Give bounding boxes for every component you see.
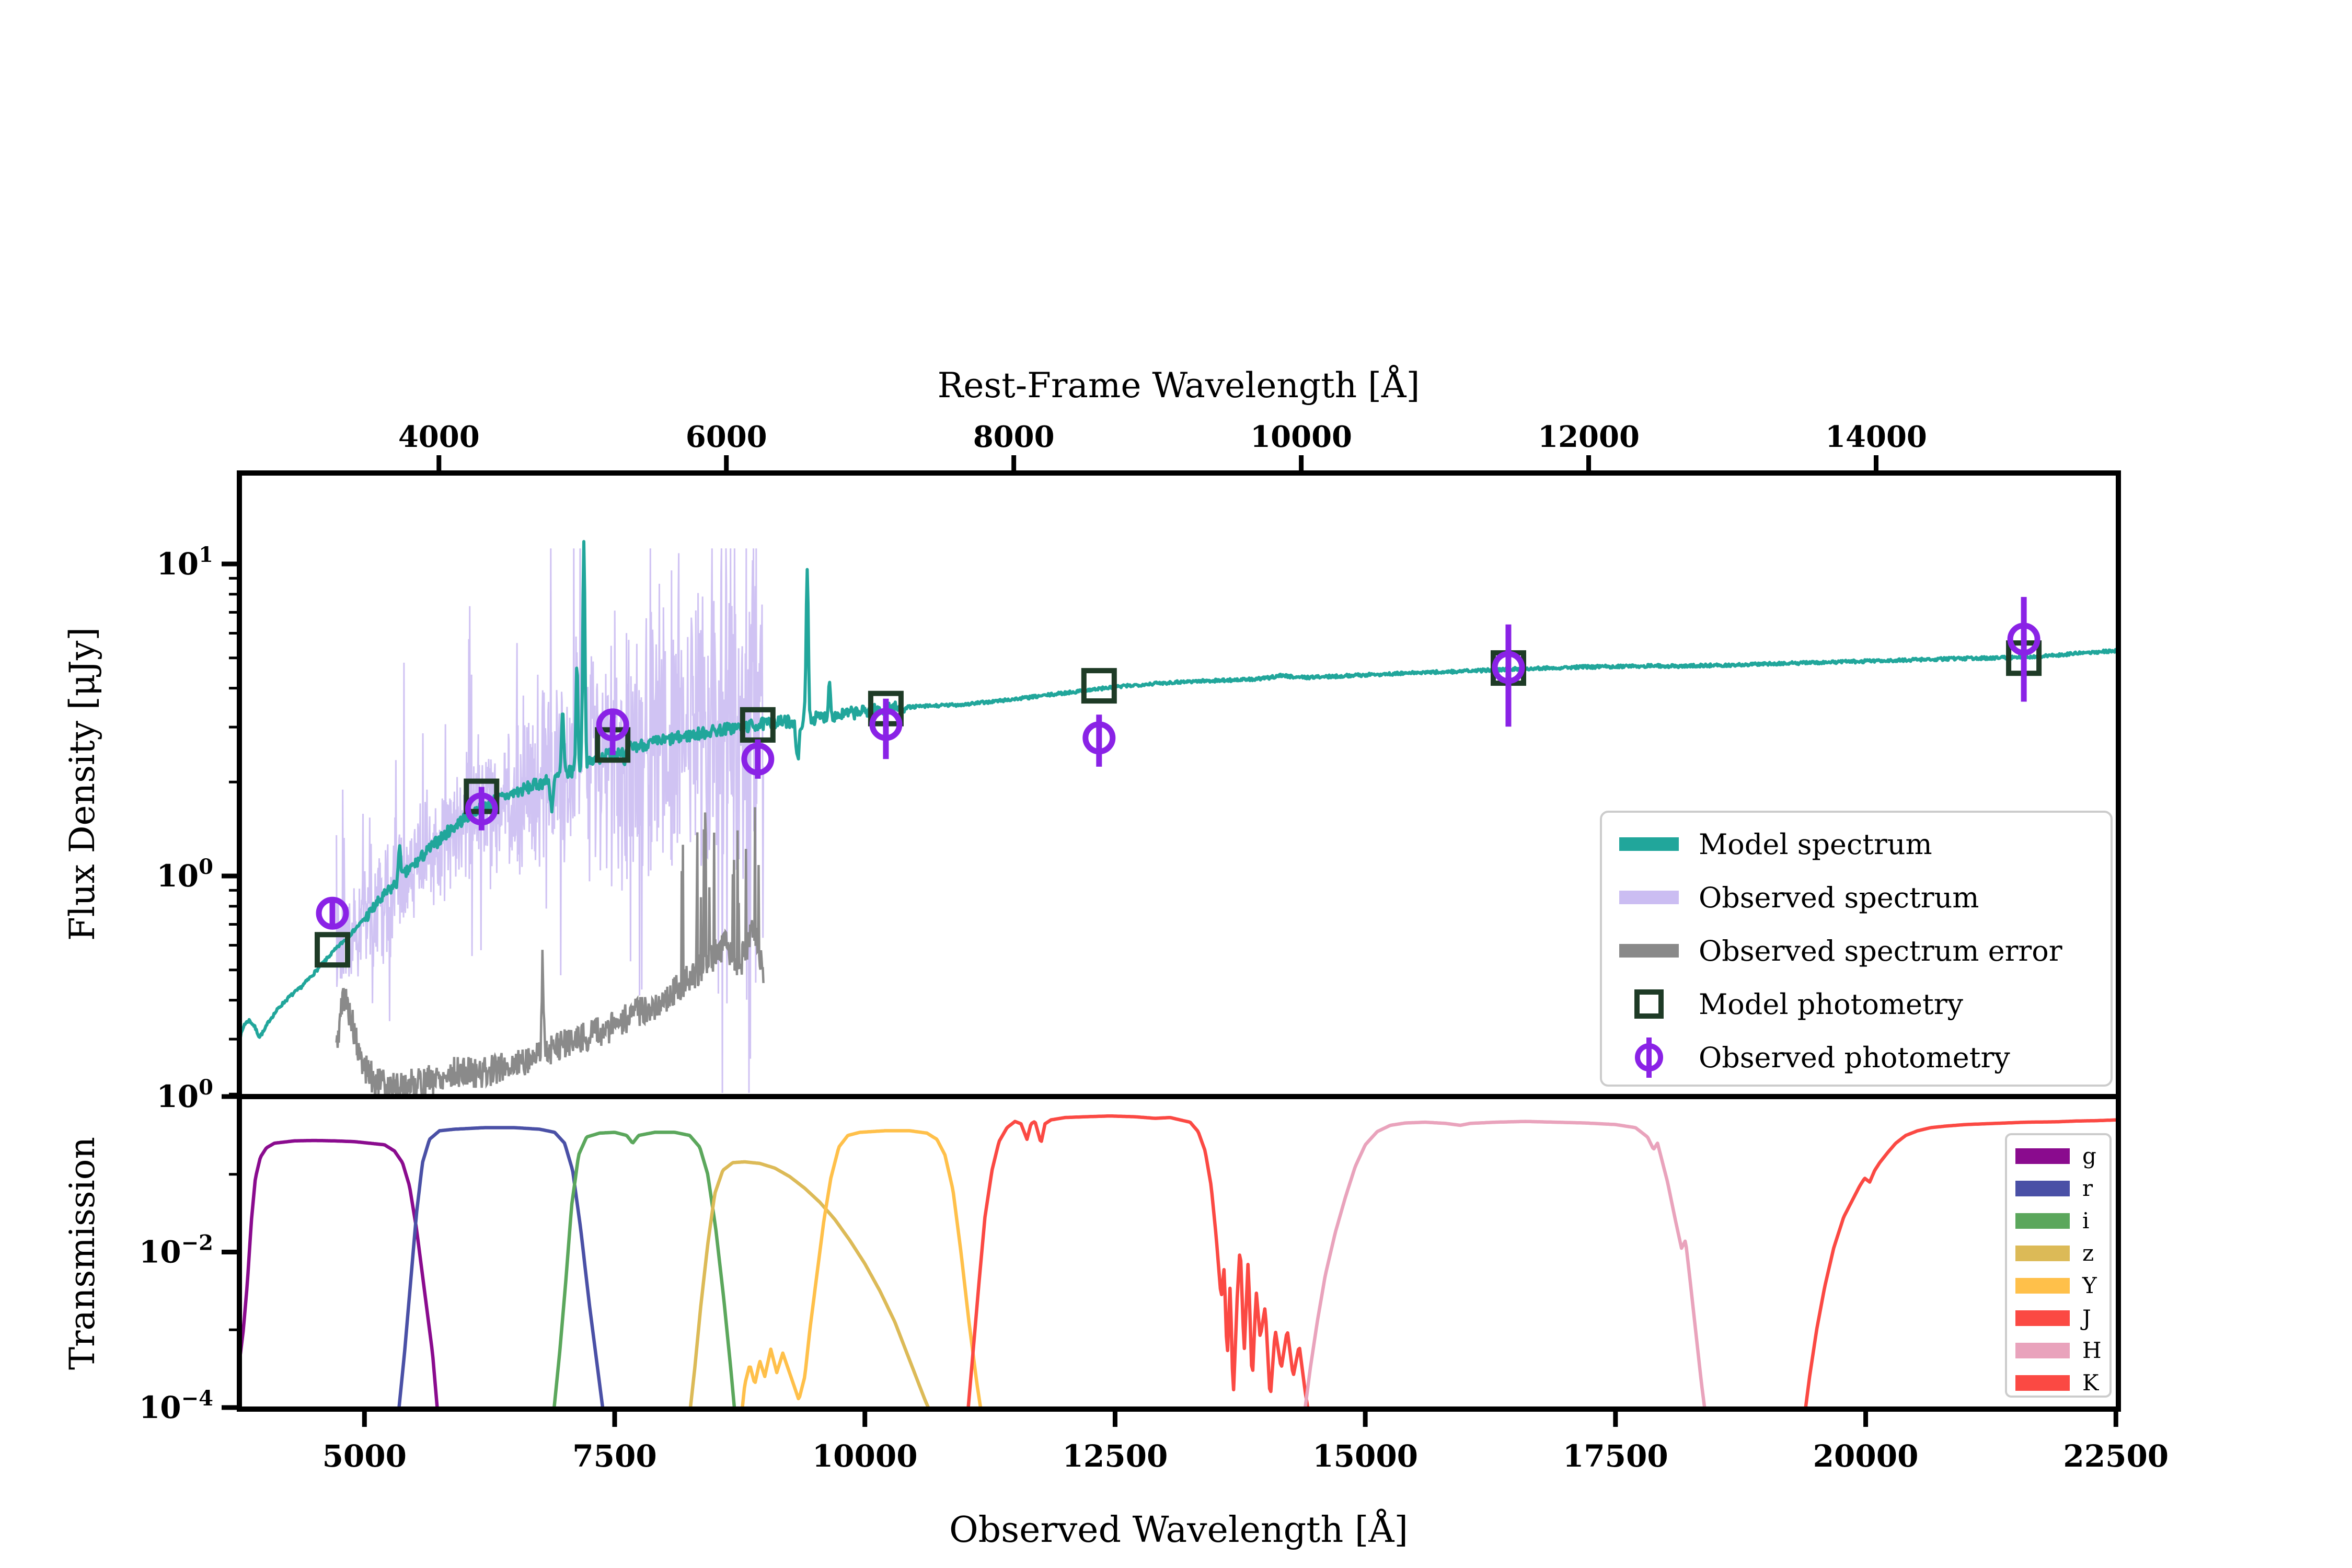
observed-photometry-marker-z xyxy=(741,742,775,776)
x-tick-label: 7500 xyxy=(572,1438,656,1474)
x-tick-label: 15000 xyxy=(1312,1438,1418,1474)
legend-label: Observed spectrum xyxy=(1699,881,1979,914)
legend-item-filter-r: r xyxy=(2015,1175,2093,1201)
top-axis-title: Rest-Frame Wavelength [Å] xyxy=(938,365,1420,406)
observed-photometry-marker-K xyxy=(2007,622,2040,656)
bottom-axis-title: Observed Wavelength [Å] xyxy=(949,1509,1408,1551)
legend-item-model-spectrum: Model spectrum xyxy=(1619,828,1932,861)
model-spectrum-curve xyxy=(242,540,2116,1039)
legend-item-filter-z: z xyxy=(2015,1240,2094,1266)
x-tick-label: 5000 xyxy=(322,1438,407,1474)
legend-label: i xyxy=(2082,1208,2089,1233)
observed-spectrum-curve xyxy=(336,548,765,1093)
legend-filters: g r i z Y J H K xyxy=(2005,1133,2112,1398)
rest-x-tick-label: 6000 xyxy=(686,420,767,454)
observed-spectrum-error-curve xyxy=(335,807,765,1094)
filter-r-swatch xyxy=(2015,1181,2070,1196)
transmission-tick-label: 10−2 xyxy=(139,1231,213,1270)
filter-i-swatch xyxy=(2015,1213,2070,1229)
rest-x-tick-label: 10000 xyxy=(1250,420,1352,454)
filter-curve-H xyxy=(1304,1120,1707,1407)
filter-J-swatch xyxy=(2015,1310,2070,1326)
legend-label: J xyxy=(2080,1305,2091,1331)
filter-curve-J xyxy=(966,1114,1310,1407)
legend-item-filter-Y: Y xyxy=(2015,1273,2097,1298)
legend-label: z xyxy=(2082,1240,2094,1266)
transmission-axis-title: Transmission xyxy=(62,1137,102,1370)
rest-x-tick-label: 14000 xyxy=(1825,420,1927,454)
legend-label: Observed spectrum error xyxy=(1699,935,2062,967)
legend-label: H xyxy=(2082,1338,2102,1363)
x-tick-label: 20000 xyxy=(1813,1438,1919,1474)
axis-ticks: 5000 7500 10000 12500 15000 17500 20000 22500 40… xyxy=(139,420,2169,1474)
transmission-panel-curves xyxy=(242,1114,2116,1407)
legend-label: Model photometry xyxy=(1699,988,1964,1021)
legend-item-model-photometry: Model photometry xyxy=(1634,988,1964,1021)
legend-item-observed-spectrum-error: Observed spectrum error xyxy=(1619,935,2062,967)
model-photometry-marker-g xyxy=(315,932,350,968)
legend-filters-box xyxy=(2005,1133,2112,1398)
observed-photometry-marker-Y xyxy=(869,708,903,741)
legend-label: Observed photometry xyxy=(1699,1041,2010,1074)
rest-x-tick-label: 4000 xyxy=(398,420,480,454)
rest-x-tick-label: 12000 xyxy=(1538,420,1640,454)
model-photometry-marker-J xyxy=(1081,668,1117,704)
x-tick-label: 12500 xyxy=(1063,1438,1168,1474)
legend-label: Model spectrum xyxy=(1699,828,1932,861)
model-photometry-swatch xyxy=(1634,989,1664,1019)
observed-photometry-marker-g xyxy=(316,896,349,930)
x-tick-label: 10000 xyxy=(812,1438,918,1474)
filter-curve-g xyxy=(242,1138,439,1407)
observed-photometry-marker-H xyxy=(1492,651,1525,684)
legend-label: K xyxy=(2082,1370,2100,1396)
legend-item-filter-K: K xyxy=(2015,1370,2100,1396)
legend-item-observed-spectrum: Observed spectrum xyxy=(1619,881,1979,914)
legend-item-filter-i: i xyxy=(2015,1208,2089,1233)
filter-curve-K xyxy=(1804,1118,2116,1407)
flux-tick-label: 100 xyxy=(156,855,213,894)
filter-H-swatch xyxy=(2015,1343,2070,1358)
x-tick-label: 17500 xyxy=(1563,1438,1668,1474)
filter-curve-i xyxy=(552,1131,736,1407)
observed-photometry-swatch xyxy=(1635,1043,1663,1071)
legend-item-filter-J: J xyxy=(2015,1305,2091,1331)
x-tick-label: 22500 xyxy=(2063,1438,2169,1474)
flux-panel-curves xyxy=(242,540,2116,1094)
rest-x-tick-label: 8000 xyxy=(973,420,1055,454)
legend-item-observed-photometry: Observed photometry xyxy=(1635,1037,2010,1078)
legend-label: g xyxy=(2082,1143,2096,1169)
legend-item-filter-g: g xyxy=(2015,1143,2096,1169)
observed-photometry-marker-J xyxy=(1082,721,1116,755)
legend-label: r xyxy=(2082,1175,2093,1201)
filter-curve-Y xyxy=(741,1129,983,1407)
filter-curve-r xyxy=(397,1126,605,1407)
filter-g-swatch xyxy=(2015,1148,2070,1164)
observed-photometry-marker-r xyxy=(465,792,498,826)
legend-item-filter-H: H xyxy=(2015,1338,2102,1363)
legend-spectra-box xyxy=(1600,811,2113,1087)
filter-z-swatch xyxy=(2015,1246,2070,1261)
filter-K-swatch xyxy=(2015,1375,2070,1391)
legend-spectra: Model spectrum Observed spectrum Observe… xyxy=(1600,811,2113,1087)
flux-axis-title: Flux Density [μJy] xyxy=(62,627,102,941)
filter-Y-swatch xyxy=(2015,1278,2070,1294)
filter-curve-z xyxy=(688,1160,930,1407)
observed-photometry-marker-i xyxy=(596,708,629,742)
legend-label: Y xyxy=(2082,1273,2097,1298)
